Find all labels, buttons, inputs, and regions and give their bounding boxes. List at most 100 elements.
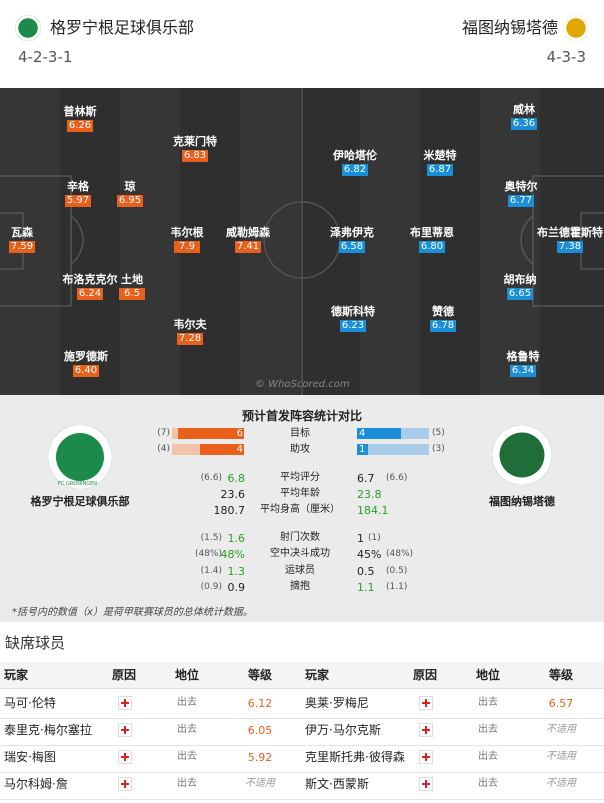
player-rating: 6.34 bbox=[510, 365, 536, 377]
reason-icon bbox=[419, 696, 433, 710]
player-name: 伊万·马尔克斯 bbox=[305, 723, 381, 737]
stat-value: 0.5 bbox=[357, 565, 375, 578]
stat-label: 助攻 bbox=[290, 444, 310, 455]
home-name: 格罗宁根足球俱乐部 bbox=[50, 18, 195, 37]
cross-v bbox=[124, 726, 126, 734]
cross-v bbox=[425, 726, 427, 734]
bar bbox=[357, 444, 368, 455]
status: 出去 bbox=[177, 724, 197, 735]
player-rating: 6.26 bbox=[67, 120, 93, 132]
player-rating: 6.87 bbox=[427, 164, 453, 176]
player-rating: 6.78 bbox=[430, 320, 456, 332]
player-name: 胡布纳 bbox=[503, 273, 537, 286]
away-name: 福图纳锡塔德 bbox=[489, 495, 555, 508]
comparison-title: 预计首发阵容统计对比 bbox=[241, 409, 362, 423]
player-name: 辛格 bbox=[67, 180, 89, 193]
player-rating: 6.80 bbox=[419, 241, 445, 253]
player-rating: 7.59 bbox=[9, 241, 35, 253]
stat-value: 1 bbox=[357, 532, 364, 545]
player-name: 瑞安·梅图 bbox=[4, 750, 56, 764]
stat-label: 平均年龄 bbox=[280, 488, 320, 499]
column-header: 玩家 bbox=[4, 668, 29, 682]
player-rating: 6.5 bbox=[119, 288, 145, 300]
home-formation: 4-2-3-1 bbox=[18, 48, 73, 66]
status: 出去 bbox=[177, 697, 197, 708]
home-logo-large bbox=[48, 425, 112, 489]
bar-track bbox=[357, 444, 429, 455]
stat-value: 6.7 bbox=[357, 472, 375, 485]
stat-label: 摘抱 bbox=[290, 581, 310, 592]
grade: 5.92 bbox=[247, 751, 273, 764]
absentees-title: 缺席球员 bbox=[5, 634, 66, 652]
status: 出去 bbox=[177, 778, 197, 789]
row-divider bbox=[0, 745, 604, 746]
stat-value: 184.1 bbox=[357, 504, 389, 517]
reason-icon bbox=[118, 696, 132, 710]
note: *括号内的数值（x）是荷甲联赛球员的总体统计数据。 bbox=[12, 607, 253, 618]
table-header bbox=[0, 662, 604, 689]
player-rating: 7.38 bbox=[557, 241, 583, 253]
player-name: 施罗德斯 bbox=[64, 350, 108, 363]
player-name: 米楚特 bbox=[423, 149, 457, 162]
bar bbox=[200, 444, 244, 455]
stat-label: 运球员 bbox=[285, 565, 315, 576]
reason-icon bbox=[118, 723, 132, 737]
stat-value: 180.7 bbox=[213, 504, 246, 517]
bar-value: 1 bbox=[359, 444, 366, 455]
bar-value: 4 bbox=[236, 444, 243, 455]
player-name: 奥特尔 bbox=[504, 180, 538, 193]
bar bbox=[357, 428, 401, 439]
player-rating: 6.40 bbox=[73, 365, 99, 377]
stat-label: 射门次数 bbox=[280, 532, 320, 543]
stat-value: 0.9 bbox=[227, 581, 246, 594]
league-value: (5) bbox=[432, 428, 445, 438]
cross-v bbox=[124, 780, 126, 788]
player-name: 瓦森 bbox=[11, 226, 33, 239]
player-rating: 6.95 bbox=[117, 195, 143, 207]
league-value: (1.1) bbox=[386, 582, 408, 592]
cross-v bbox=[425, 753, 427, 761]
league-value: (0.9) bbox=[200, 582, 222, 592]
player-name: 克莱门特 bbox=[173, 135, 217, 148]
stat-label: 平均评分 bbox=[280, 472, 320, 483]
player-rating: 7.28 bbox=[177, 333, 203, 345]
player-rating: 7.41 bbox=[235, 241, 261, 253]
league-value: (1) bbox=[368, 533, 381, 543]
column-header: 地位 bbox=[475, 668, 500, 682]
league-value: (1.4) bbox=[200, 566, 222, 576]
league-value: (7) bbox=[157, 428, 170, 438]
column-header: 玩家 bbox=[305, 668, 330, 682]
league-value: (4) bbox=[157, 444, 170, 454]
player-name: 布兰德霍斯特 bbox=[537, 226, 603, 239]
reason-icon bbox=[118, 777, 132, 791]
away-logo bbox=[563, 15, 589, 41]
status: 出去 bbox=[478, 697, 498, 708]
grade: 不适用 bbox=[546, 778, 576, 789]
stat-value: 23.8 bbox=[357, 488, 382, 501]
grade: 6.05 bbox=[247, 724, 273, 737]
stat-label: 空中决斗成功 bbox=[270, 548, 330, 559]
league-value: (48%) bbox=[386, 549, 414, 559]
player-rating: 6.36 bbox=[511, 118, 537, 130]
stat-value: 1.6 bbox=[227, 532, 246, 545]
cross-v bbox=[124, 699, 126, 707]
column-header: 原因 bbox=[412, 668, 437, 682]
pitch bbox=[0, 88, 604, 395]
player-name: 普林斯 bbox=[63, 105, 97, 118]
league-value: (6.6) bbox=[200, 473, 222, 483]
player-rating: 7.9 bbox=[174, 241, 200, 253]
watermark: © WhoScored.com bbox=[255, 379, 350, 390]
player-name: 韦尔根 bbox=[170, 226, 204, 239]
stat-value: 45% bbox=[357, 548, 382, 561]
status: 出去 bbox=[177, 751, 197, 762]
player-rating: 6.58 bbox=[339, 241, 365, 253]
player-name: 土地 bbox=[121, 273, 143, 286]
stat-value: 1.1 bbox=[357, 581, 375, 594]
column-header: 等级 bbox=[247, 668, 272, 682]
league-value: (0.5) bbox=[386, 566, 408, 576]
player-rating: 6.23 bbox=[340, 320, 366, 332]
player-name: 布洛克克尔 bbox=[62, 273, 118, 286]
player-name: 布里蒂恩 bbox=[410, 226, 454, 239]
player-name: 马可·伦特 bbox=[4, 696, 56, 710]
player-name: 威林 bbox=[513, 103, 535, 116]
